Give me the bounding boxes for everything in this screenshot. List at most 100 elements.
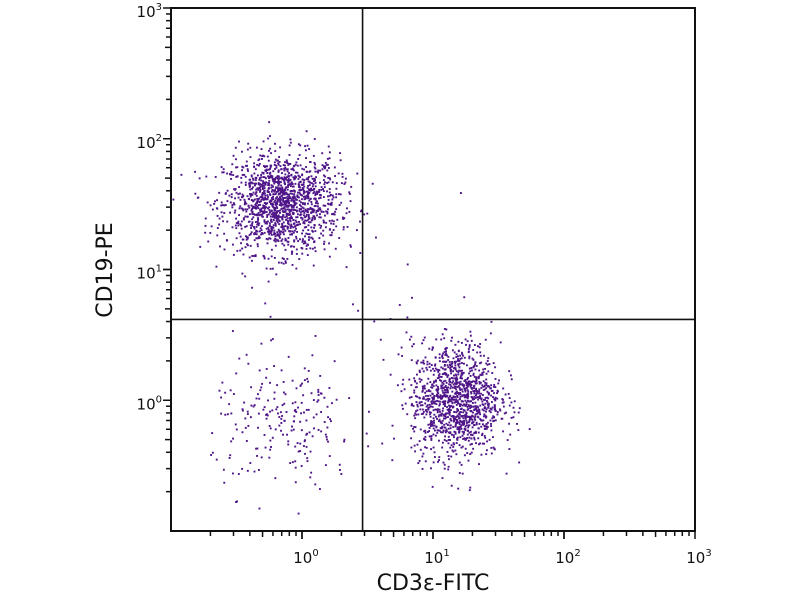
data-point [211, 432, 214, 434]
data-point [406, 263, 409, 266]
data-point [289, 230, 292, 233]
data-point [269, 232, 272, 234]
data-point [464, 338, 467, 341]
data-point [286, 162, 289, 164]
data-point [455, 453, 458, 456]
data-point [287, 202, 290, 204]
data-point [475, 376, 478, 379]
data-point [233, 188, 236, 191]
data-point [415, 362, 418, 365]
data-point [310, 392, 313, 395]
data-point [287, 220, 290, 223]
data-point [459, 403, 461, 406]
data-point [248, 206, 251, 209]
data-point [306, 190, 309, 193]
data-point [262, 254, 265, 257]
data-point [491, 417, 494, 420]
data-point [245, 235, 247, 238]
data-point [291, 461, 294, 464]
data-point [299, 442, 302, 445]
data-point [295, 198, 298, 201]
data-point [294, 466, 297, 469]
data-point [270, 339, 273, 342]
data-point [263, 211, 266, 214]
data-point [481, 423, 484, 426]
data-point [341, 216, 344, 219]
data-point [230, 171, 233, 173]
data-point [268, 425, 271, 427]
data-point [420, 378, 423, 381]
data-point [339, 152, 342, 155]
data-point [466, 340, 469, 343]
data-point [281, 215, 284, 218]
data-point [424, 394, 427, 397]
data-point [260, 225, 263, 228]
data-point [424, 409, 427, 412]
data-point [452, 436, 455, 439]
data-point [218, 191, 221, 194]
data-point [243, 198, 246, 201]
data-point [490, 422, 492, 425]
data-point [333, 360, 336, 363]
data-point [248, 182, 251, 185]
data-point [518, 461, 521, 464]
data-point [272, 205, 274, 208]
data-point [265, 206, 268, 209]
data-point [307, 229, 310, 232]
data-point [287, 355, 290, 358]
data-point [421, 342, 424, 345]
data-point [289, 462, 292, 464]
data-point [464, 429, 467, 432]
data-point [492, 420, 495, 423]
data-point [327, 176, 330, 179]
data-point [277, 178, 280, 181]
data-point [303, 198, 306, 201]
data-point [303, 179, 306, 181]
data-point [445, 391, 448, 394]
data-point [465, 364, 468, 367]
data-point [216, 207, 218, 210]
data-point [284, 161, 286, 164]
data-point [258, 230, 261, 233]
data-point [267, 187, 270, 190]
data-point [447, 468, 450, 471]
data-point [444, 415, 447, 418]
data-point [247, 362, 250, 365]
data-point [314, 230, 317, 233]
data-point [413, 444, 416, 447]
data-point [289, 204, 292, 206]
data-point [474, 361, 477, 364]
data-point [270, 227, 273, 230]
data-point [434, 356, 437, 359]
data-point [267, 137, 270, 140]
data-point [233, 203, 236, 206]
data-point [260, 207, 263, 210]
data-point [293, 193, 296, 196]
data-point [291, 196, 294, 199]
data-point [256, 187, 259, 190]
data-point [306, 254, 309, 256]
data-point [307, 191, 309, 194]
data-point [494, 396, 497, 399]
data-point [270, 176, 273, 179]
data-point [323, 421, 326, 423]
data-point [434, 408, 437, 411]
data-point [305, 166, 307, 168]
data-point [424, 391, 427, 394]
data-point [243, 401, 246, 404]
data-point [436, 393, 438, 396]
data-point [257, 426, 259, 429]
data-point [302, 221, 305, 224]
data-point [273, 193, 275, 196]
data-point [425, 405, 428, 408]
data-point [249, 232, 252, 235]
data-point [422, 452, 425, 455]
data-point [233, 211, 236, 214]
data-point [458, 369, 461, 372]
data-point [449, 387, 452, 390]
data-point [274, 235, 277, 238]
data-point [298, 196, 300, 199]
data-point [218, 389, 221, 392]
data-point [274, 150, 277, 153]
data-point [269, 171, 272, 174]
